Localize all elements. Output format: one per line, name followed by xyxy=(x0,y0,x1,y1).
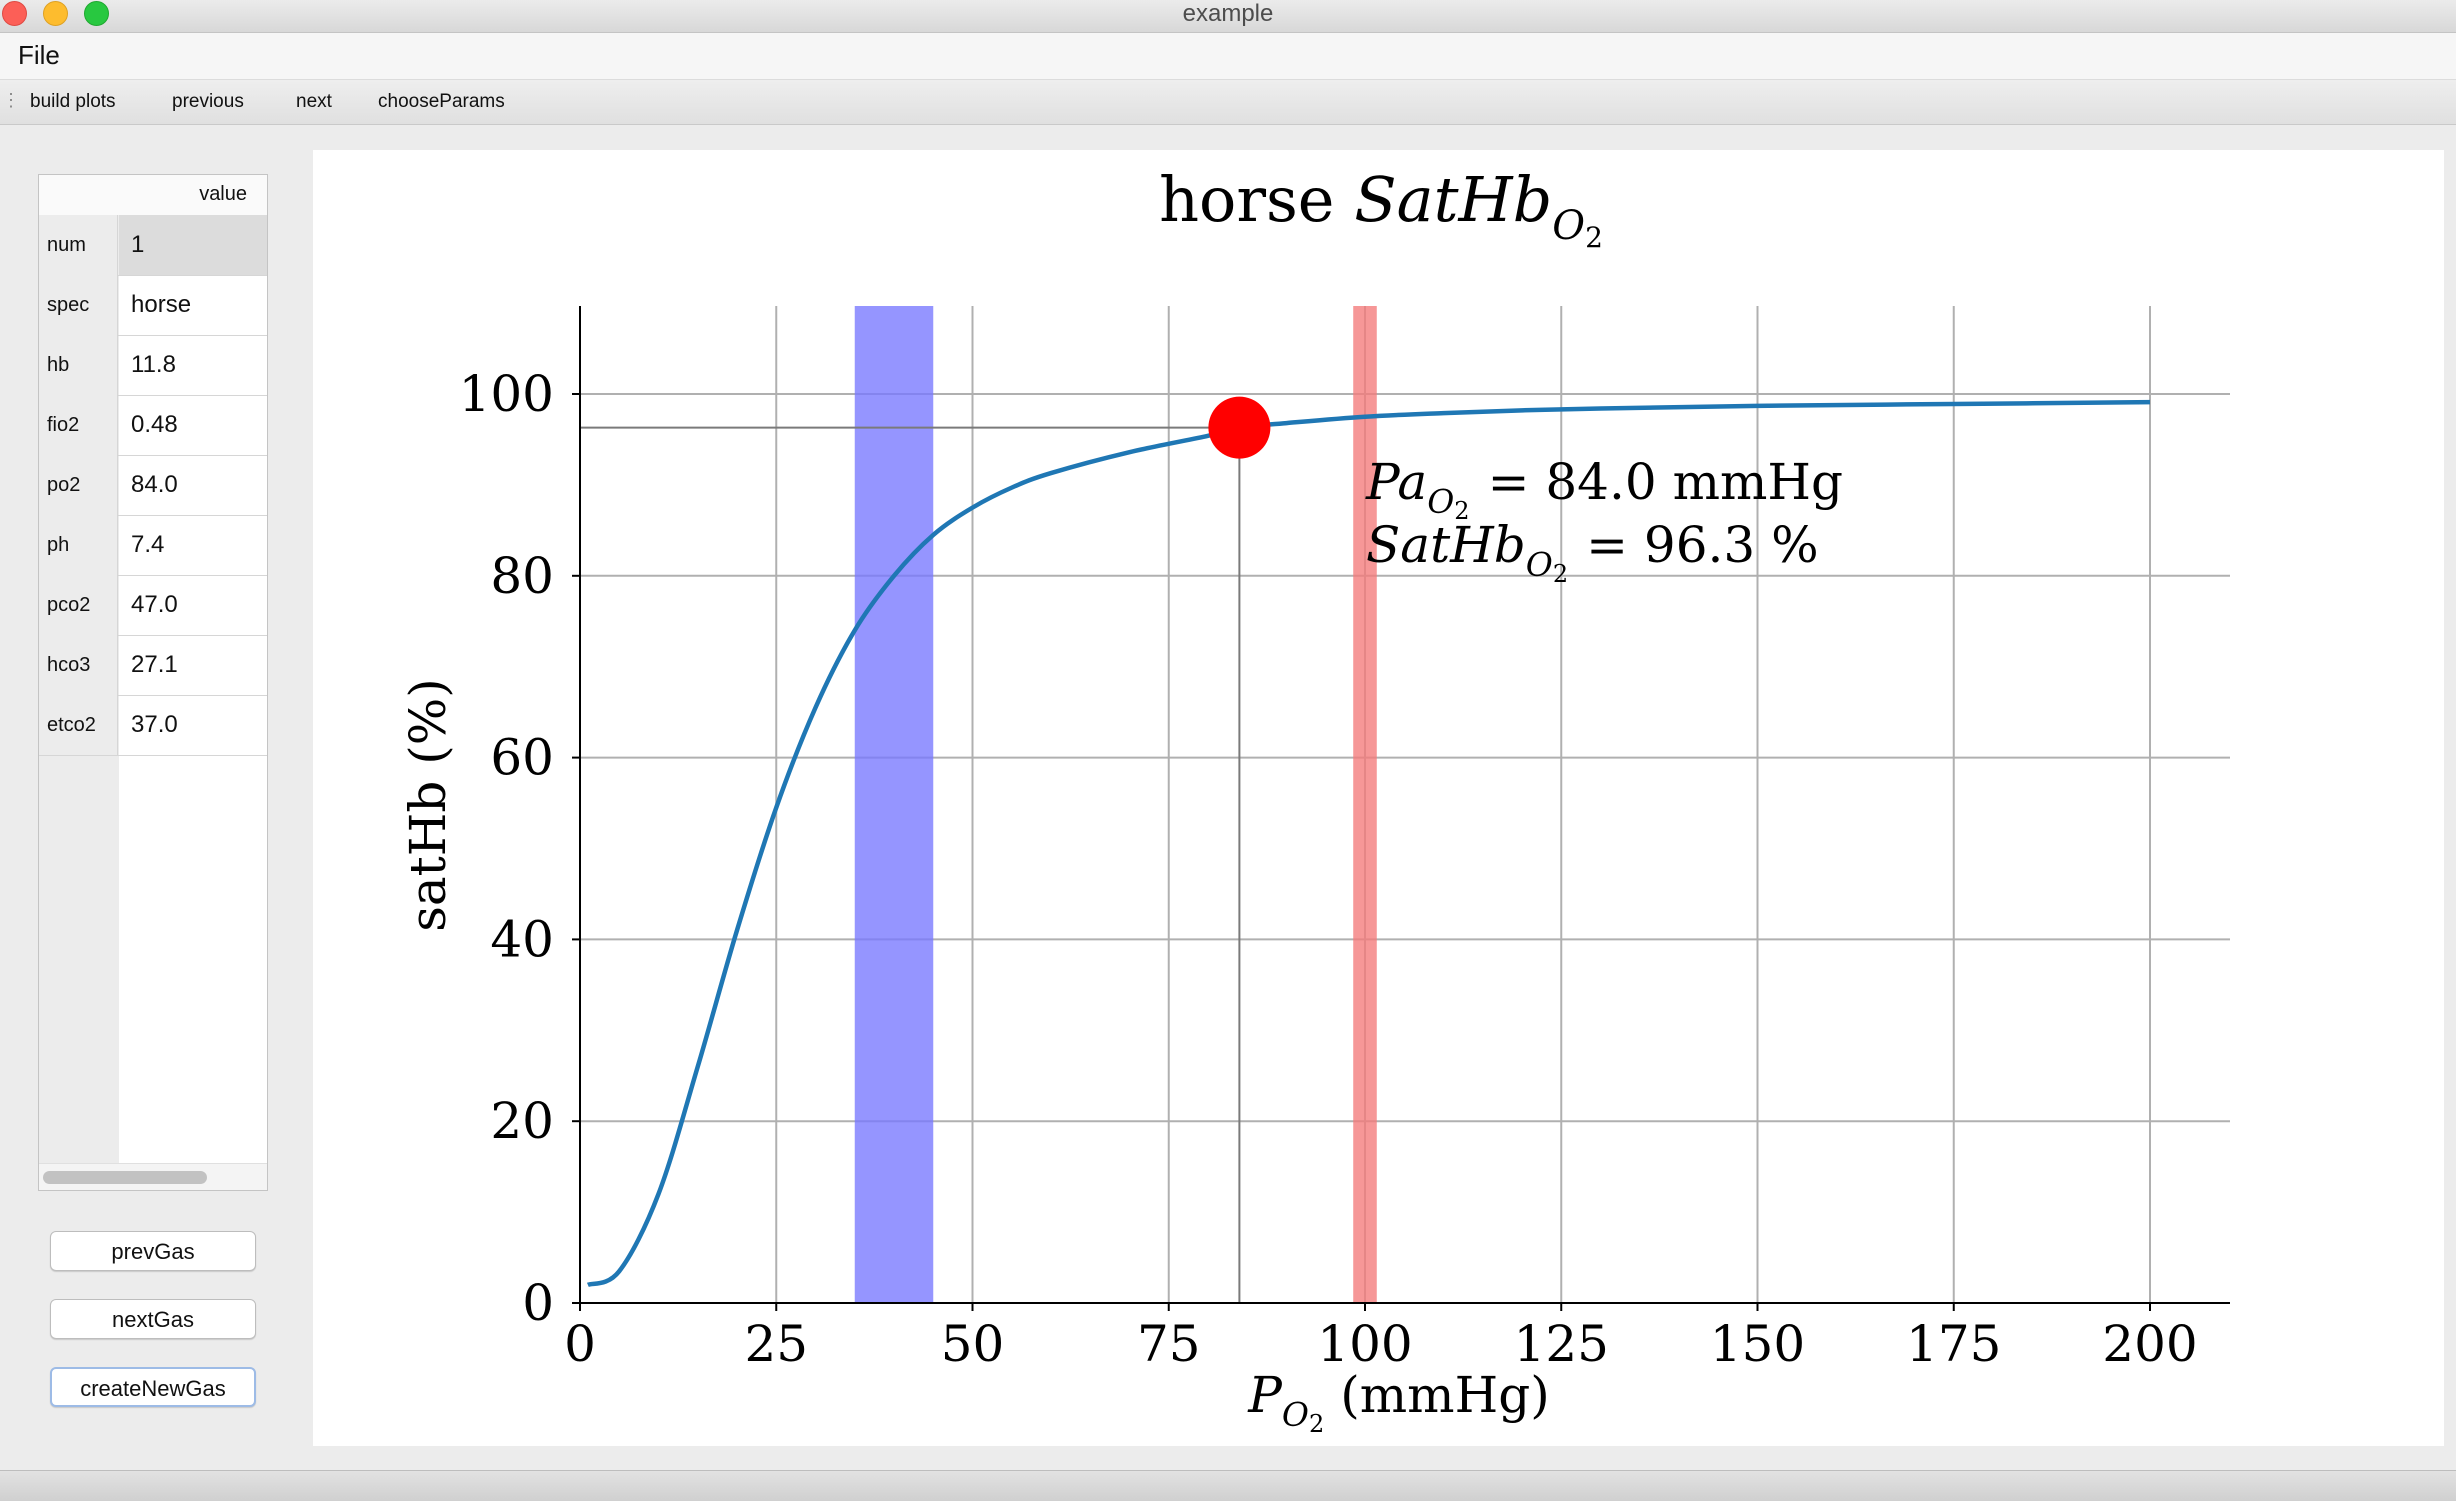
next-gas-button[interactable]: nextGas xyxy=(50,1299,256,1339)
scrollbar-thumb[interactable] xyxy=(43,1171,207,1184)
plot-panel: 0 25 50 75 100 125 150 175 200 0 20 40 60 80 100 hors… xyxy=(313,150,2444,1446)
maximize-window-button[interactable] xyxy=(84,1,109,26)
next-button[interactable]: next xyxy=(296,91,332,112)
y-axis-label: satHb (%) xyxy=(399,678,457,932)
row-value[interactable]: 27.1 xyxy=(131,651,178,678)
y-tick-label: 80 xyxy=(490,547,554,605)
shaded-band xyxy=(1353,306,1377,1303)
choose-params-button[interactable]: chooseParams xyxy=(378,91,505,112)
minimize-window-button[interactable] xyxy=(43,1,68,26)
horizontal-scrollbar[interactable] xyxy=(39,1163,267,1190)
table-row[interactable]: spec horse xyxy=(39,275,267,336)
table-row[interactable]: etco2 37.0 xyxy=(39,695,267,756)
y-tick-label: 20 xyxy=(490,1092,554,1150)
previous-button[interactable]: previous xyxy=(172,91,244,112)
parameter-table[interactable]: value num 1 spec horse hb 11.8 fio2 0.48… xyxy=(38,174,268,1191)
row-value[interactable]: 84.0 xyxy=(131,471,178,498)
axes xyxy=(579,306,2230,1304)
value-column-header[interactable]: value xyxy=(199,183,247,205)
prev-gas-button[interactable]: prevGas xyxy=(50,1231,256,1271)
chart-title: horse SatHbO2 xyxy=(1159,163,1603,254)
x-tick-labels: 0 25 50 75 100 125 150 175 200 xyxy=(564,1303,2198,1373)
x-tick-label: 125 xyxy=(1514,1315,1609,1373)
annotation-sathbo2: SatHbO2 = 96.3 % xyxy=(1366,516,1819,588)
row-label: pco2 xyxy=(39,575,118,635)
toolbar: ⋮ build plots previous next chooseParams xyxy=(0,80,2456,125)
row-value[interactable]: horse xyxy=(131,291,192,318)
y-tick-label: 0 xyxy=(522,1274,554,1332)
chart-canvas: 0 25 50 75 100 125 150 175 200 0 20 40 60 80 100 hors… xyxy=(399,163,2230,1438)
x-tick-label: 25 xyxy=(744,1315,808,1373)
x-tick-label: 75 xyxy=(1137,1315,1201,1373)
build-plots-button[interactable]: build plots xyxy=(30,91,116,112)
data-point-marker xyxy=(1208,396,1271,459)
row-value[interactable]: 0.48 xyxy=(131,411,178,438)
create-new-gas-button[interactable]: createNewGas xyxy=(50,1367,256,1407)
row-label: fio2 xyxy=(39,395,118,455)
row-label: hb xyxy=(39,335,118,395)
row-label: ph xyxy=(39,515,118,575)
row-label: etco2 xyxy=(39,695,118,755)
guide-lines xyxy=(580,426,1241,1303)
table-row[interactable]: hb 11.8 xyxy=(39,335,267,396)
table-row[interactable]: hco3 27.1 xyxy=(39,635,267,696)
title-bar: example xyxy=(0,0,2456,33)
x-tick-label: 0 xyxy=(564,1315,596,1373)
annotation-pao2: PaO2 = 84.0 mmHg xyxy=(1365,453,1843,525)
row-value[interactable]: 11.8 xyxy=(131,351,176,378)
row-value[interactable]: 7.4 xyxy=(131,531,165,558)
x-tick-label: 175 xyxy=(1906,1315,2001,1373)
row-label: num xyxy=(39,215,118,275)
table-row[interactable]: num 1 xyxy=(39,215,267,276)
status-bar xyxy=(0,1470,2456,1501)
row-value[interactable]: 1 xyxy=(119,215,267,275)
y-tick-label: 60 xyxy=(490,729,554,787)
table-row[interactable]: po2 84.0 xyxy=(39,455,267,516)
x-tick-label: 100 xyxy=(1317,1315,1412,1373)
x-tick-label: 50 xyxy=(941,1315,1005,1373)
window-title: example xyxy=(1182,0,1274,27)
table-row[interactable]: fio2 0.48 xyxy=(39,395,267,456)
row-value[interactable]: 47.0 xyxy=(131,591,178,618)
close-window-button[interactable] xyxy=(2,1,27,26)
x-tick-label: 200 xyxy=(2102,1315,2197,1373)
x-tick-label: 150 xyxy=(1710,1315,1805,1373)
menu-file[interactable]: File xyxy=(18,40,60,70)
toolbar-grip-icon[interactable]: ⋮ xyxy=(2,90,20,110)
shaded-bands xyxy=(854,306,1377,1303)
y-tick-labels: 0 20 40 60 80 100 xyxy=(459,365,580,1332)
row-label: hco3 xyxy=(39,635,118,695)
table-row[interactable]: pco2 47.0 xyxy=(39,575,267,636)
series-line xyxy=(586,399,2151,1287)
row-label: spec xyxy=(39,275,118,335)
x-axis-label: PO2 (mmHg) xyxy=(1247,1366,1549,1438)
menu-bar: File xyxy=(0,33,2456,80)
y-tick-label: 40 xyxy=(490,910,554,968)
table-row[interactable]: ph 7.4 xyxy=(39,515,267,576)
row-value[interactable]: 37.0 xyxy=(131,711,178,738)
table-header: value xyxy=(39,175,267,216)
row-label: po2 xyxy=(39,455,118,515)
shaded-band xyxy=(854,306,934,1303)
y-tick-label: 100 xyxy=(459,365,554,423)
